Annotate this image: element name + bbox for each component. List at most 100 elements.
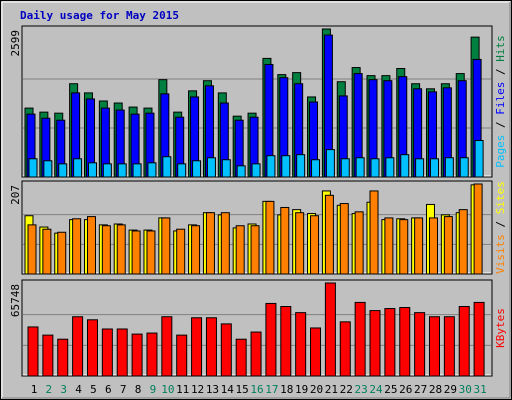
- bar: [280, 306, 292, 377]
- x-tick-label: 3: [60, 383, 67, 396]
- bar: [324, 194, 334, 275]
- x-tick-label: 27: [414, 383, 427, 396]
- bar: [429, 158, 439, 178]
- legend-entry: Pages: [494, 135, 507, 168]
- bar: [131, 333, 143, 377]
- bar: [458, 306, 470, 377]
- legend-entry: KBytes: [494, 308, 507, 348]
- x-tick-label: 23: [355, 383, 368, 396]
- bar: [296, 154, 306, 178]
- bar: [191, 317, 203, 377]
- x-tick-label: 25: [384, 383, 397, 396]
- bar: [385, 157, 395, 178]
- bar: [161, 316, 173, 377]
- legend-entry: Hits: [494, 35, 507, 62]
- bar: [310, 215, 320, 275]
- x-tick-label: 7: [120, 383, 127, 396]
- bar: [72, 218, 82, 275]
- bar: [250, 331, 262, 377]
- bar: [399, 307, 411, 377]
- legend-separator: /: [494, 214, 507, 234]
- bar: [177, 163, 187, 178]
- bar: [43, 160, 53, 178]
- bar: [339, 321, 351, 377]
- bar: [295, 212, 305, 275]
- bar: [72, 316, 84, 377]
- bar: [28, 158, 38, 178]
- x-tick-label: 16: [250, 383, 263, 396]
- x-tick-label: 21: [325, 383, 338, 396]
- bar: [473, 183, 483, 275]
- bar: [459, 157, 469, 178]
- x-tick-label: 28: [429, 383, 442, 396]
- legend: KBytes: [494, 308, 507, 348]
- x-tick-label: 6: [105, 383, 112, 396]
- bar: [458, 209, 468, 275]
- x-tick-label: 5: [90, 383, 97, 396]
- legend: Pages / Files / Hits: [494, 35, 507, 168]
- bar: [428, 316, 440, 377]
- x-tick-label: 4: [75, 383, 82, 396]
- bar: [131, 230, 141, 275]
- bar: [146, 332, 158, 377]
- bar: [324, 282, 336, 377]
- bar: [101, 328, 113, 377]
- bar: [58, 163, 68, 178]
- bar: [87, 162, 97, 178]
- bar: [370, 158, 380, 178]
- bar: [57, 338, 69, 377]
- bar: [369, 190, 379, 275]
- bar: [415, 158, 425, 178]
- chart-title: Daily usage for May 2015: [20, 9, 179, 22]
- bar: [251, 163, 261, 178]
- bar: [443, 316, 455, 377]
- bar: [101, 225, 111, 275]
- x-tick-label: 12: [191, 383, 204, 396]
- bar: [355, 157, 365, 178]
- bar: [27, 326, 39, 377]
- bar: [235, 225, 245, 275]
- bar: [444, 157, 454, 178]
- x-tick-label: 2: [46, 383, 53, 396]
- bar: [42, 334, 54, 377]
- bar: [206, 157, 216, 178]
- bar: [400, 154, 410, 178]
- bar: [474, 139, 484, 178]
- x-tick-label: 10: [161, 383, 174, 396]
- bar: [340, 158, 350, 178]
- bar: [102, 163, 112, 178]
- x-tick-label: 22: [340, 383, 353, 396]
- x-tick-label: 8: [135, 383, 142, 396]
- bar: [414, 312, 426, 377]
- bar: [192, 160, 202, 178]
- bar: [146, 230, 156, 275]
- legend-separator: /: [494, 115, 507, 135]
- legend-separator: /: [494, 62, 507, 82]
- bar: [27, 224, 37, 275]
- bar: [221, 159, 231, 178]
- bar: [191, 225, 201, 275]
- bar: [384, 308, 396, 377]
- y-tick-label: 65748: [9, 284, 22, 317]
- bar: [220, 323, 232, 377]
- bar: [295, 312, 307, 377]
- bar: [280, 206, 290, 275]
- bar: [147, 162, 157, 178]
- x-tick-label: 14: [221, 383, 235, 396]
- bar: [42, 228, 52, 275]
- bar: [354, 211, 364, 275]
- bar: [220, 212, 230, 275]
- x-tick-label: 9: [150, 383, 157, 396]
- x-tick-label: 15: [236, 383, 249, 396]
- bar: [473, 301, 485, 377]
- bar: [162, 156, 172, 178]
- y-tick-label: 207: [9, 185, 22, 205]
- y-tick-label: 2599: [9, 30, 22, 57]
- bar: [132, 163, 142, 178]
- legend: Visits / Sites: [494, 181, 507, 274]
- bar: [325, 149, 335, 178]
- x-tick-label: 24: [369, 383, 383, 396]
- bar: [116, 224, 126, 275]
